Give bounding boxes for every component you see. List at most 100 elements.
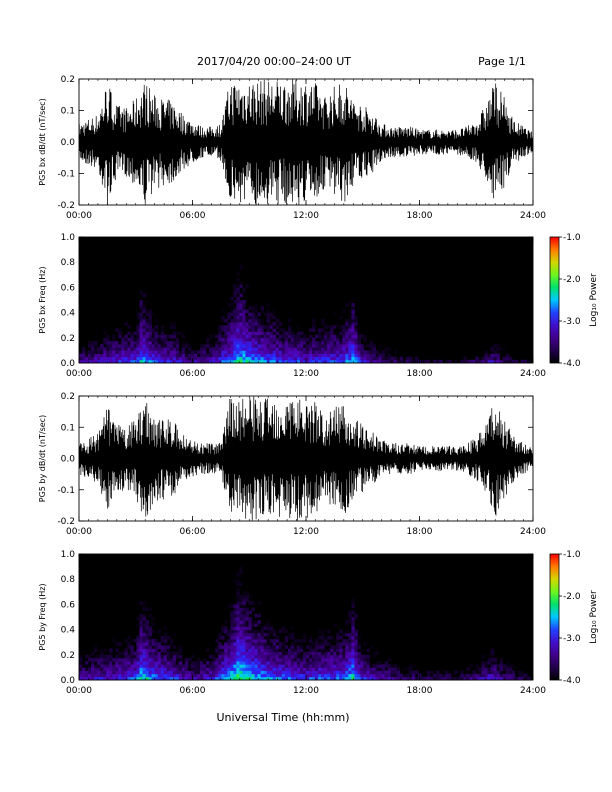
spectrogram-cell [221, 623, 225, 627]
spectrogram-cell [224, 328, 228, 332]
spectrogram-cell [133, 667, 137, 671]
spectrogram-cell [242, 594, 246, 599]
spectrogram-cell [215, 673, 219, 678]
spectrogram-cell [184, 356, 189, 361]
x-tick-label: 24:00 [520, 527, 546, 537]
spectrogram-cell [94, 347, 98, 351]
spectrogram-cell [212, 350, 216, 354]
spectrogram-cell [357, 654, 361, 659]
spectrogram-cell [254, 359, 258, 364]
spectrogram-cell [227, 303, 231, 307]
spectrogram-cell [151, 356, 156, 361]
spectrogram-cell [333, 664, 337, 668]
spectrogram-cell [315, 661, 319, 665]
spectrogram-cell [505, 356, 510, 361]
spectrogram-cell [127, 657, 131, 662]
spectrogram-cell [163, 635, 168, 640]
spectrogram-cell [302, 676, 307, 681]
spectrogram-cell [184, 661, 189, 665]
spectrogram-cell [239, 344, 243, 348]
spectrogram-cell [266, 661, 271, 665]
spectrogram-cell [218, 673, 222, 678]
spectrogram-cell [187, 359, 192, 364]
spectrogram-cell [357, 651, 361, 656]
spectrogram-cell [215, 667, 219, 671]
spectrogram-cell [206, 667, 210, 671]
spectrogram-cell [248, 601, 252, 605]
spectrogram-cell [212, 359, 216, 364]
spectrogram-cell [278, 651, 283, 656]
spectrogram-cell [224, 325, 228, 329]
spectrogram-cell [357, 337, 361, 342]
spectrogram-cell [236, 303, 240, 307]
spectrogram-cell [309, 353, 313, 358]
spectrogram-cell [324, 673, 328, 678]
spectrogram-cell [97, 676, 101, 681]
spectrogram-cell [82, 359, 86, 364]
spectrogram-cell [309, 347, 313, 351]
spectrogram-cell [142, 654, 146, 659]
spectrogram-cell [266, 312, 271, 317]
spectrogram-cell [496, 667, 501, 671]
spectrogram-cell [154, 673, 159, 678]
spectrogram-cell [148, 347, 153, 351]
spectrogram-cell [375, 661, 380, 665]
spectrogram-cell [281, 347, 286, 351]
spectrogram-cell [345, 344, 349, 348]
spectrogram-cell [318, 664, 322, 668]
spectrogram-cell [302, 648, 307, 653]
spectrogram-cell [212, 670, 216, 675]
spectrogram-cell [281, 645, 286, 649]
spectrogram-cell [454, 676, 458, 681]
spectrogram-cell [127, 337, 131, 342]
spectrogram-cell [79, 356, 83, 361]
spectrogram-cell [239, 325, 243, 329]
spectrogram-cell [348, 664, 352, 668]
spectrogram-cell [272, 642, 277, 646]
spectrogram-cell [281, 353, 286, 358]
spectrogram-cell [233, 651, 237, 656]
spectrogram-cell [163, 334, 168, 339]
spectrogram-cell [142, 325, 146, 329]
spectrogram-cell [206, 359, 210, 364]
spectrogram-cell [175, 347, 180, 351]
spectrogram-cell [321, 334, 325, 339]
spectrogram-cell [227, 331, 231, 336]
spectrogram-cell [363, 356, 367, 361]
spectrogram-cell [354, 331, 358, 336]
spectrogram-cell [324, 654, 328, 659]
spectrogram-cell [299, 337, 304, 342]
spectrogram-cell [121, 673, 125, 678]
spectrogram-cell [257, 623, 261, 627]
spectrogram-cell [496, 670, 501, 675]
spectrogram-cell [354, 673, 358, 678]
spectrogram-cell [190, 654, 195, 659]
spectrogram-cell [339, 664, 343, 668]
spectrogram-cell [145, 607, 150, 612]
spectrogram-cell [272, 353, 277, 358]
spectrogram-cell [351, 353, 355, 358]
spectrogram-cell [263, 325, 268, 329]
spectrogram-cell [384, 347, 389, 351]
spectrogram-cell [245, 676, 249, 681]
spectrogram-cell [233, 639, 237, 643]
spectrogram-cell [263, 359, 268, 364]
spectrogram-cell [263, 347, 268, 351]
spectrogram-cell [248, 344, 252, 348]
spectrogram-cell [118, 654, 122, 659]
spectrogram-cell [181, 657, 186, 662]
spectrogram-cell [321, 322, 325, 326]
spectrogram-cell [363, 350, 367, 354]
spectrogram-cell [136, 334, 140, 339]
spectrogram-cell [145, 325, 150, 329]
spectrogram-cell [263, 661, 268, 665]
spectrogram-cell [321, 670, 325, 675]
spectrogram-cell [169, 340, 174, 345]
spectrogram-cell [478, 676, 482, 681]
spectrogram-cell [139, 601, 143, 605]
spectrogram-cell [212, 654, 216, 659]
spectrogram-cell [230, 312, 234, 317]
spectrogram-cell [109, 344, 113, 348]
colorbar-tick-label: -3.0 [563, 634, 581, 644]
spectrogram-cell [327, 676, 331, 681]
